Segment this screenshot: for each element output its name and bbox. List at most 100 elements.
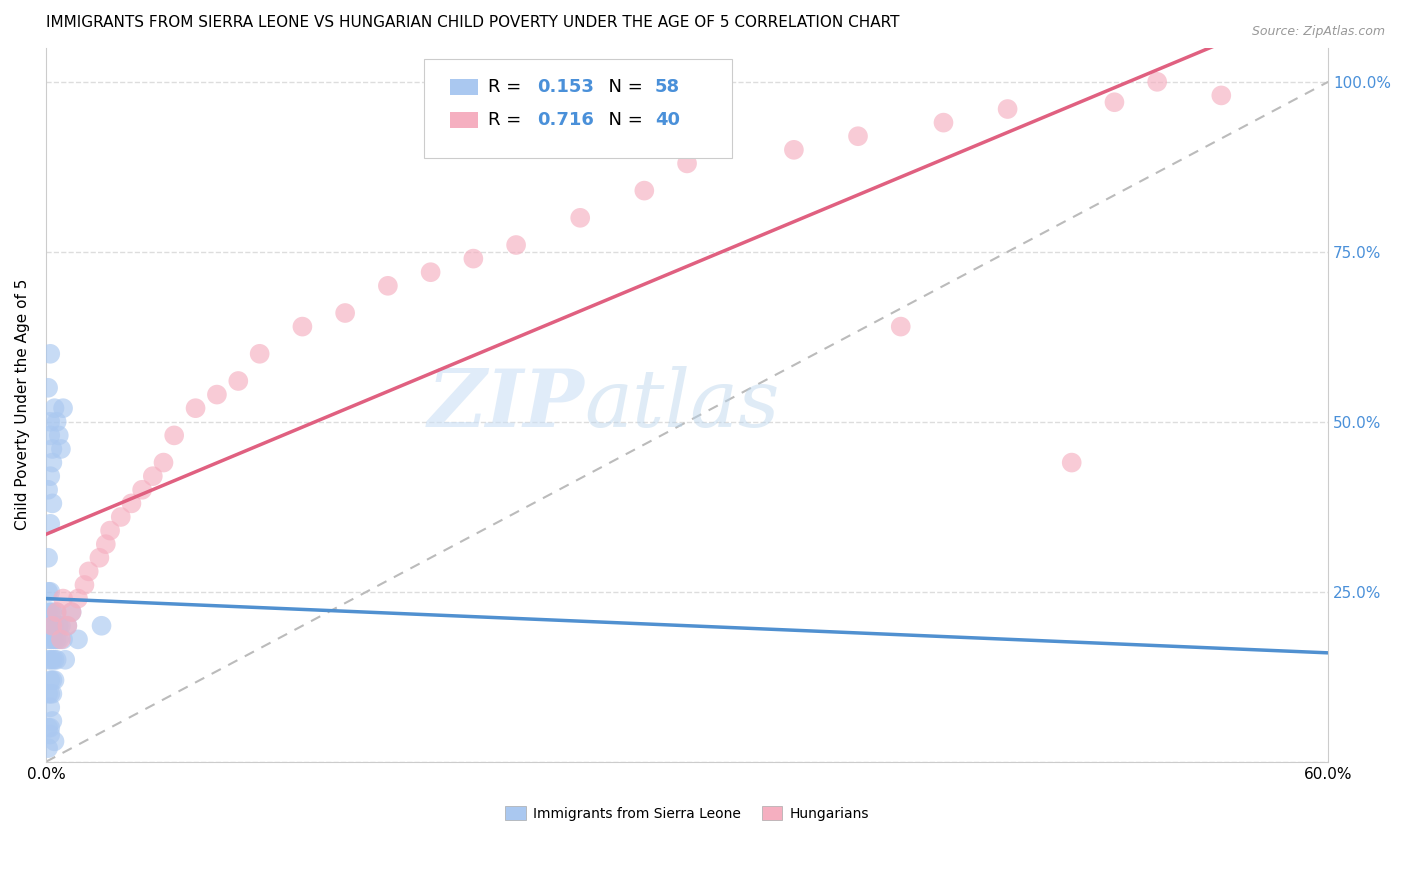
Point [41, 496, 63, 510]
Point [41, 714, 63, 728]
Point [890, 319, 912, 334]
Point [39, 721, 62, 735]
Point [39, 632, 62, 647]
Point [77, 565, 100, 579]
Point [44, 401, 66, 416]
Point [39, 727, 62, 741]
Point [291, 319, 314, 334]
Legend: Immigrants from Sierra Leone, Hungarians: Immigrants from Sierra Leone, Hungarians [499, 800, 875, 826]
Point [377, 278, 399, 293]
Text: ZIP: ZIP [427, 366, 585, 443]
Text: 0.153: 0.153 [537, 78, 593, 96]
Point [41, 673, 63, 688]
Point [94, 537, 117, 551]
Point [131, 483, 153, 497]
Text: IMMIGRANTS FROM SIERRA LEONE VS HUNGARIAN CHILD POVERTY UNDER THE AGE OF 5 CORRE: IMMIGRANTS FROM SIERRA LEONE VS HUNGARIA… [46, 15, 900, 30]
Point [41, 619, 63, 633]
Point [110, 510, 132, 524]
Point [41, 632, 63, 647]
Point [249, 347, 271, 361]
Point [783, 143, 806, 157]
Point [48, 632, 70, 647]
Point [463, 252, 485, 266]
Point [73, 578, 96, 592]
Point [60, 605, 83, 619]
Point [1146, 75, 1168, 89]
Point [163, 428, 186, 442]
Point [142, 469, 165, 483]
Point [60, 605, 83, 619]
Point [419, 265, 441, 279]
Point [56, 619, 79, 633]
Point [997, 102, 1019, 116]
Point [52, 632, 75, 647]
Point [45, 653, 67, 667]
Text: 58: 58 [655, 78, 681, 96]
Point [41, 442, 63, 456]
Point [49, 442, 72, 456]
Text: Source: ZipAtlas.com: Source: ZipAtlas.com [1251, 25, 1385, 38]
Point [39, 687, 62, 701]
Point [90, 619, 112, 633]
Point [37, 619, 59, 633]
Point [49, 619, 72, 633]
Point [56, 619, 79, 633]
Point [633, 184, 655, 198]
Point [1211, 88, 1233, 103]
Point [53, 653, 76, 667]
Point [569, 211, 592, 225]
Point [1060, 456, 1083, 470]
Point [120, 496, 142, 510]
Point [41, 687, 63, 701]
Point [44, 619, 66, 633]
Point [44, 734, 66, 748]
Point [1104, 95, 1126, 110]
Point [39, 653, 62, 667]
Point [44, 673, 66, 688]
FancyBboxPatch shape [425, 59, 733, 159]
Point [98, 524, 121, 538]
Text: 40: 40 [655, 111, 681, 129]
Point [932, 115, 955, 129]
Point [333, 306, 356, 320]
Text: 0.716: 0.716 [537, 111, 593, 129]
Point [676, 156, 699, 170]
Point [39, 415, 62, 429]
Point [45, 632, 67, 647]
Point [37, 653, 59, 667]
Point [37, 550, 59, 565]
Point [39, 673, 62, 688]
Point [45, 415, 67, 429]
Point [39, 605, 62, 619]
Point [45, 605, 67, 619]
Point [37, 741, 59, 756]
Point [846, 129, 869, 144]
Point [44, 653, 66, 667]
Text: atlas: atlas [585, 366, 780, 443]
Point [37, 483, 59, 497]
Point [39, 700, 62, 714]
Point [39, 428, 62, 442]
Point [66, 632, 89, 647]
Point [39, 469, 62, 483]
Text: N =: N = [598, 111, 648, 129]
Point [37, 381, 59, 395]
Point [41, 619, 63, 633]
Point [37, 687, 59, 701]
Point [66, 591, 89, 606]
Point [41, 653, 63, 667]
Text: N =: N = [598, 78, 648, 96]
Point [39, 619, 62, 633]
Point [505, 238, 527, 252]
Point [152, 456, 174, 470]
Point [226, 374, 249, 388]
Y-axis label: Child Poverty Under the Age of 5: Child Poverty Under the Age of 5 [15, 279, 30, 531]
Point [41, 605, 63, 619]
Point [45, 605, 67, 619]
Point [37, 584, 59, 599]
Point [52, 591, 75, 606]
Text: R =: R = [488, 111, 527, 129]
Point [49, 632, 72, 647]
Point [39, 347, 62, 361]
Point [39, 584, 62, 599]
